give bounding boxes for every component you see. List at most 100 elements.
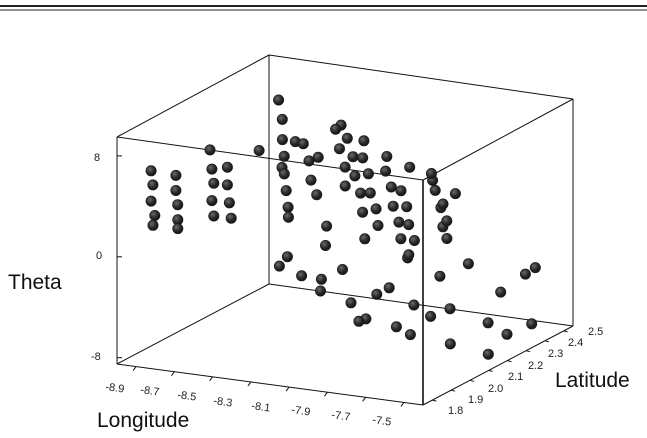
data-point — [311, 189, 323, 201]
tick-mark — [285, 386, 290, 392]
data-point — [296, 270, 308, 282]
data-point — [501, 328, 513, 340]
data-point — [425, 310, 437, 322]
scatter-points — [145, 94, 541, 360]
data-point — [208, 177, 220, 189]
data-point — [429, 184, 441, 196]
data-point — [206, 195, 218, 207]
data-point — [444, 303, 456, 315]
tick-mark — [544, 340, 550, 343]
data-point — [312, 151, 324, 163]
tick-mark — [362, 396, 367, 402]
data-point — [495, 286, 507, 298]
y-tick-label: 2.3 — [548, 348, 563, 360]
x-tick-label: -7.9 — [291, 404, 311, 419]
data-point — [278, 168, 290, 180]
data-point — [221, 179, 233, 191]
data-point — [273, 94, 285, 106]
data-point — [362, 168, 374, 180]
data-point — [281, 251, 293, 263]
x-axis-title: Longitude — [97, 409, 189, 432]
data-point — [208, 210, 220, 222]
data-point — [462, 258, 474, 270]
data-point — [204, 144, 216, 156]
tick-mark — [507, 360, 512, 363]
data-point — [345, 297, 357, 309]
data-point — [149, 210, 161, 222]
data-point — [305, 174, 317, 186]
data-point — [223, 197, 235, 209]
data-point — [403, 249, 415, 261]
data-point — [383, 282, 395, 294]
data-point — [319, 240, 331, 252]
x-tick-label: -8.1 — [251, 400, 271, 415]
data-point — [170, 185, 182, 197]
data-point — [395, 233, 407, 245]
data-point — [381, 151, 393, 163]
data-point — [385, 181, 397, 193]
data-point — [408, 299, 420, 311]
data-point — [404, 329, 416, 341]
tick-mark — [432, 399, 437, 402]
x-tick-label: -8.7 — [140, 384, 160, 399]
data-point — [364, 187, 376, 199]
data-point — [172, 199, 184, 211]
y-tick-label: 1.9 — [468, 394, 483, 406]
y-tick-label: 1.8 — [448, 405, 463, 417]
data-point — [444, 338, 456, 350]
data-point — [339, 180, 351, 192]
data-point — [297, 138, 309, 150]
data-point — [315, 273, 327, 285]
data-point — [330, 123, 342, 135]
x-tick-label: -8.3 — [213, 395, 233, 410]
y-tick-label: 2.1 — [508, 371, 523, 383]
data-point — [314, 285, 326, 297]
data-point — [390, 321, 402, 333]
data-point — [170, 169, 182, 181]
z-tick-label: -8 — [91, 351, 101, 363]
data-point — [434, 270, 446, 282]
x-tick-label: -7.7 — [331, 409, 351, 424]
data-point — [519, 268, 531, 280]
y-axis-title: Latitude — [555, 369, 630, 392]
data-point — [408, 235, 420, 247]
data-point — [441, 233, 453, 245]
data-point — [404, 161, 416, 173]
data-point — [395, 185, 407, 197]
data-point — [371, 288, 383, 300]
data-point — [449, 188, 461, 200]
data-point — [482, 348, 494, 360]
data-point — [145, 195, 157, 207]
data-point — [206, 163, 218, 175]
y-tick-label: 2.2 — [528, 360, 543, 372]
data-point — [221, 161, 233, 173]
data-point — [372, 220, 384, 232]
data-point — [357, 152, 369, 164]
tick-mark — [323, 391, 328, 397]
data-point — [393, 216, 405, 228]
y-tick-label: 2.4 — [568, 337, 583, 349]
tick-mark — [170, 371, 175, 377]
data-point — [441, 215, 453, 227]
data-point — [482, 317, 494, 329]
data-point — [341, 132, 353, 144]
data-point — [339, 161, 351, 173]
x-tick-label: -7.5 — [372, 414, 392, 429]
data-point — [401, 201, 413, 213]
x-tick-label: -8.5 — [177, 389, 197, 404]
data-point — [276, 134, 288, 146]
data-point — [380, 165, 392, 177]
data-point — [280, 185, 292, 197]
data-point — [353, 315, 365, 327]
data-point — [253, 145, 265, 157]
data-point — [282, 211, 294, 223]
data-point — [145, 165, 157, 177]
data-point — [278, 150, 290, 162]
tick-mark — [400, 402, 405, 407]
x-tick-label: -8.9 — [105, 381, 125, 396]
data-point — [147, 219, 159, 231]
axis-ticks — [117, 155, 568, 407]
data-point — [529, 262, 541, 274]
data-point — [276, 113, 288, 125]
z-tick-label: 0 — [96, 250, 102, 262]
